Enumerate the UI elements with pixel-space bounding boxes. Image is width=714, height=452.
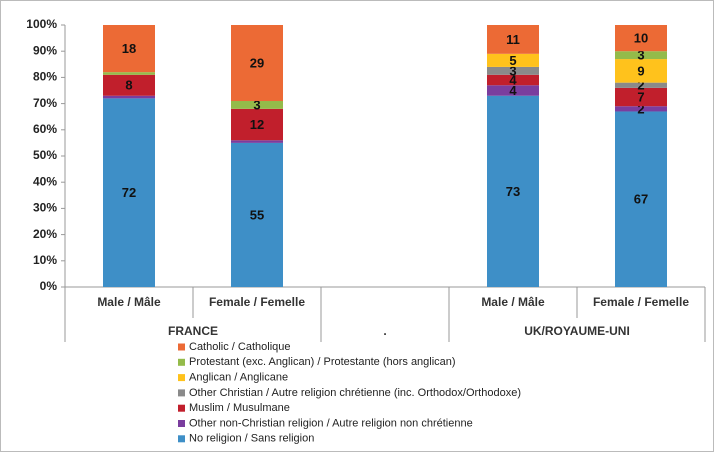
legend-label: Other non-Christian religion / Autre rel… xyxy=(189,417,473,429)
bar-segment xyxy=(231,108,283,141)
data-label: 9 xyxy=(637,63,644,78)
bar-segment xyxy=(487,85,539,96)
y-tick-label: 10% xyxy=(33,253,57,267)
y-tick-label: 50% xyxy=(33,148,57,162)
data-label: 3 xyxy=(509,63,516,78)
legend-label: Catholic / Catholique xyxy=(189,341,291,353)
bar-segment xyxy=(103,74,155,96)
x-tick-label: Male / Mâle xyxy=(97,295,161,309)
bar-segment xyxy=(231,100,283,109)
data-label: 8 xyxy=(125,78,132,93)
x-tick-label: Female / Femelle xyxy=(593,295,689,309)
bar-segment xyxy=(231,140,283,143)
bar-segment xyxy=(487,66,539,75)
y-tick-label: 80% xyxy=(33,70,57,84)
bar-segment xyxy=(487,53,539,67)
y-tick-label: 40% xyxy=(33,174,57,188)
data-label: 55 xyxy=(250,207,264,222)
data-label: 3 xyxy=(253,97,260,112)
data-label: 7 xyxy=(637,89,644,104)
data-label: 67 xyxy=(634,192,648,207)
group-label: . xyxy=(383,324,386,338)
bar-segment xyxy=(487,25,539,54)
y-tick-label: 70% xyxy=(33,96,57,110)
data-label: 10 xyxy=(634,31,648,46)
bar-segment xyxy=(487,95,539,288)
data-label: 12 xyxy=(250,117,264,132)
y-tick-label: 30% xyxy=(33,201,57,215)
bar-segment xyxy=(103,25,155,73)
y-tick-label: 0% xyxy=(40,279,58,293)
y-tick-label: 90% xyxy=(33,43,57,57)
bar-segment xyxy=(231,142,283,287)
bar-segment xyxy=(103,95,155,99)
y-tick-label: 60% xyxy=(33,122,57,136)
data-label: 29 xyxy=(250,55,264,70)
data-label: 73 xyxy=(506,184,520,199)
legend-swatch xyxy=(178,358,185,366)
data-label: 3 xyxy=(637,48,644,63)
legend-label: Protestant (exc. Anglican) / Protestante… xyxy=(189,356,456,368)
x-tick-label: Male / Mâle xyxy=(481,295,545,309)
x-tick-label: Female / Femelle xyxy=(209,295,305,309)
bar-segment xyxy=(487,74,539,86)
legend-label: Other Christian / Autre religion chrétie… xyxy=(189,387,521,399)
bar-segment xyxy=(615,25,667,52)
group-label: FRANCE xyxy=(168,324,218,338)
bar-segment xyxy=(615,82,667,88)
legend-swatch xyxy=(178,374,185,382)
data-label: 2 xyxy=(637,101,644,116)
bar-segment xyxy=(615,59,667,83)
legend-swatch xyxy=(178,404,185,412)
legend-swatch xyxy=(178,389,185,397)
bar-segment xyxy=(103,98,155,287)
y-tick-label: 20% xyxy=(33,227,57,241)
legend-swatch xyxy=(178,420,185,427)
bar-segment xyxy=(615,111,667,288)
data-label: 18 xyxy=(122,41,136,56)
bar-segment xyxy=(615,106,667,112)
data-label: 72 xyxy=(122,185,136,200)
legend-swatch xyxy=(178,435,185,443)
legend-swatch xyxy=(178,343,185,351)
data-label: 2 xyxy=(637,78,644,93)
y-tick-label: 100% xyxy=(26,17,57,31)
data-label: 11 xyxy=(506,32,520,47)
group-label: UK/ROYAUME-UNI xyxy=(524,324,630,338)
legend-label: No religion / Sans religion xyxy=(189,433,314,445)
data-label: 4 xyxy=(509,83,517,98)
bar-segment xyxy=(231,25,283,101)
bar-segment xyxy=(615,51,667,60)
data-label: 4 xyxy=(509,72,517,87)
legend-label: Muslim / Musulmane xyxy=(189,402,290,414)
legend-label: Anglican / Anglicane xyxy=(189,372,288,384)
bar-segment xyxy=(103,72,155,75)
data-label: 5 xyxy=(509,53,516,68)
bar-segment xyxy=(615,87,667,107)
